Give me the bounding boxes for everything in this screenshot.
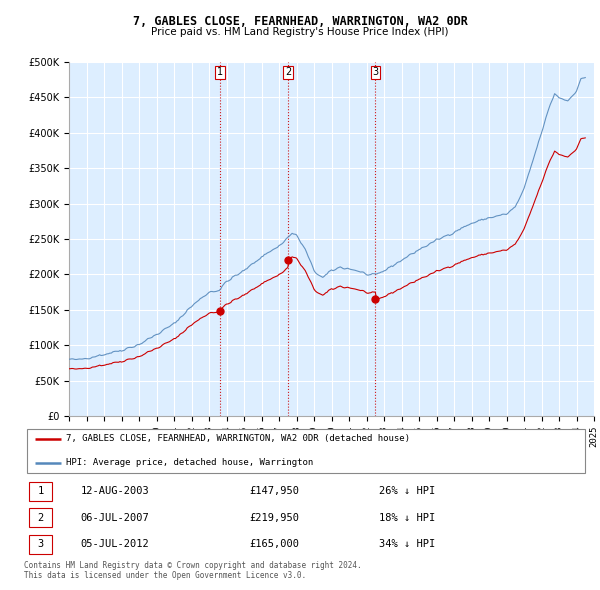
Text: 2: 2 xyxy=(285,67,291,77)
Text: 3: 3 xyxy=(37,539,43,549)
FancyBboxPatch shape xyxy=(29,508,52,527)
Text: 1: 1 xyxy=(37,486,43,496)
Text: HPI: Average price, detached house, Warrington: HPI: Average price, detached house, Warr… xyxy=(66,458,314,467)
Text: £219,950: £219,950 xyxy=(250,513,299,523)
Text: 12-AUG-2003: 12-AUG-2003 xyxy=(80,486,149,496)
Text: 26% ↓ HPI: 26% ↓ HPI xyxy=(379,486,436,496)
Text: 34% ↓ HPI: 34% ↓ HPI xyxy=(379,539,436,549)
Text: 7, GABLES CLOSE, FEARNHEAD, WARRINGTON, WA2 0DR: 7, GABLES CLOSE, FEARNHEAD, WARRINGTON, … xyxy=(133,15,467,28)
Text: 1: 1 xyxy=(217,67,223,77)
Text: 06-JUL-2007: 06-JUL-2007 xyxy=(80,513,149,523)
FancyBboxPatch shape xyxy=(29,481,52,501)
Text: £165,000: £165,000 xyxy=(250,539,299,549)
Text: 7, GABLES CLOSE, FEARNHEAD, WARRINGTON, WA2 0DR (detached house): 7, GABLES CLOSE, FEARNHEAD, WARRINGTON, … xyxy=(66,434,410,443)
FancyBboxPatch shape xyxy=(29,535,52,554)
Text: 18% ↓ HPI: 18% ↓ HPI xyxy=(379,513,436,523)
Text: £147,950: £147,950 xyxy=(250,486,299,496)
Text: 05-JUL-2012: 05-JUL-2012 xyxy=(80,539,149,549)
Text: 2: 2 xyxy=(37,513,43,523)
Text: 3: 3 xyxy=(373,67,379,77)
Text: Contains HM Land Registry data © Crown copyright and database right 2024.
This d: Contains HM Land Registry data © Crown c… xyxy=(24,560,362,580)
FancyBboxPatch shape xyxy=(27,428,585,473)
Text: Price paid vs. HM Land Registry's House Price Index (HPI): Price paid vs. HM Land Registry's House … xyxy=(151,27,449,37)
